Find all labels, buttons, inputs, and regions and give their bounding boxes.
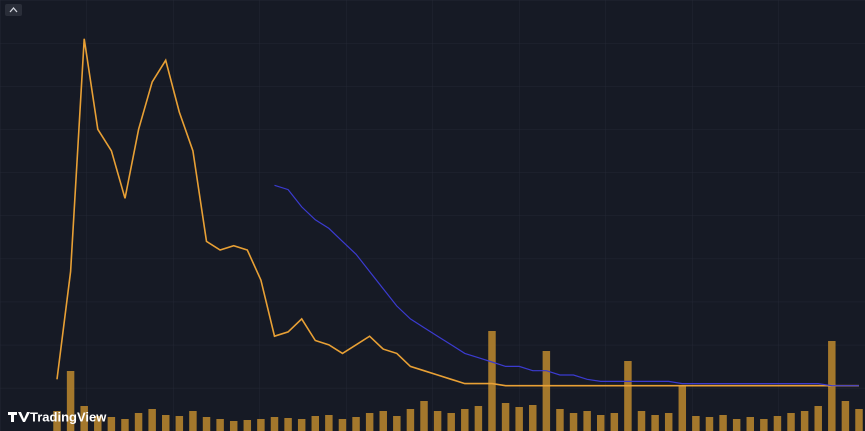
volume-bar: [175, 416, 184, 431]
volume-bar: [556, 409, 564, 431]
volume-bar: [406, 409, 415, 431]
volume-bar: [134, 413, 143, 431]
volume-bar: [66, 371, 75, 431]
volume-bar: [243, 420, 252, 431]
volume-bar: [297, 419, 306, 431]
volume-bar: [447, 413, 455, 431]
volume-bar: [379, 411, 387, 431]
volume-bar: [488, 331, 496, 431]
volume-bar: [800, 411, 809, 431]
volume-bar: [461, 409, 469, 431]
volume-bar: [474, 406, 483, 431]
volume-bar: [433, 411, 442, 431]
volume-bar: [760, 419, 768, 431]
volume-bar: [583, 411, 591, 431]
volume-bar: [107, 417, 116, 431]
volume-bar: [678, 386, 687, 431]
plot: [53, 38, 863, 431]
series-line: [56, 38, 859, 387]
volume-bar: [365, 413, 374, 431]
volume-bar: [257, 419, 265, 431]
volume-bar: [284, 418, 292, 431]
series-line: [274, 184, 859, 387]
volume-bar: [719, 415, 727, 431]
brand-text: TradingView: [30, 409, 107, 424]
collapse-button[interactable]: [5, 4, 22, 16]
volume-bar: [53, 411, 61, 431]
volume-bar: [338, 419, 347, 431]
volume-bar: [569, 413, 578, 431]
volume-bar: [94, 416, 102, 431]
volume-bar: [624, 361, 632, 431]
volume-bar: [596, 415, 605, 431]
volume-bar: [773, 416, 782, 431]
volume-bar: [162, 415, 170, 431]
volume-bar: [637, 411, 646, 431]
volume-bar: [352, 417, 360, 431]
volume-bar: [529, 405, 537, 431]
volume-bar: [787, 413, 795, 431]
volume-bar: [732, 419, 741, 431]
volume-bar: [651, 415, 659, 431]
volume-bar: [189, 411, 197, 431]
volume-bar: [664, 413, 673, 431]
volume-bar: [270, 417, 279, 431]
volume-bar: [325, 415, 333, 431]
volume-bar: [216, 419, 224, 431]
volume-bar: [841, 401, 850, 431]
volume-bar: [814, 406, 822, 431]
logo: TradingView: [8, 409, 107, 424]
volume-bar: [610, 413, 619, 431]
volume-bar: [229, 421, 238, 431]
volume-bar: [746, 417, 754, 431]
volume-bar: [501, 403, 510, 431]
volume-bar: [705, 417, 714, 431]
volume-bar: [121, 419, 129, 431]
volume-bar: [393, 416, 401, 431]
volume-bar: [311, 416, 320, 431]
volume-bar: [80, 406, 88, 431]
volume-bar: [542, 351, 551, 431]
volume-bar: [515, 407, 523, 431]
volume-bar: [148, 409, 156, 431]
volume-bar: [420, 401, 428, 431]
volume-bar: [202, 417, 211, 431]
volume-bar: [855, 409, 863, 431]
volume-bar: [692, 416, 700, 431]
